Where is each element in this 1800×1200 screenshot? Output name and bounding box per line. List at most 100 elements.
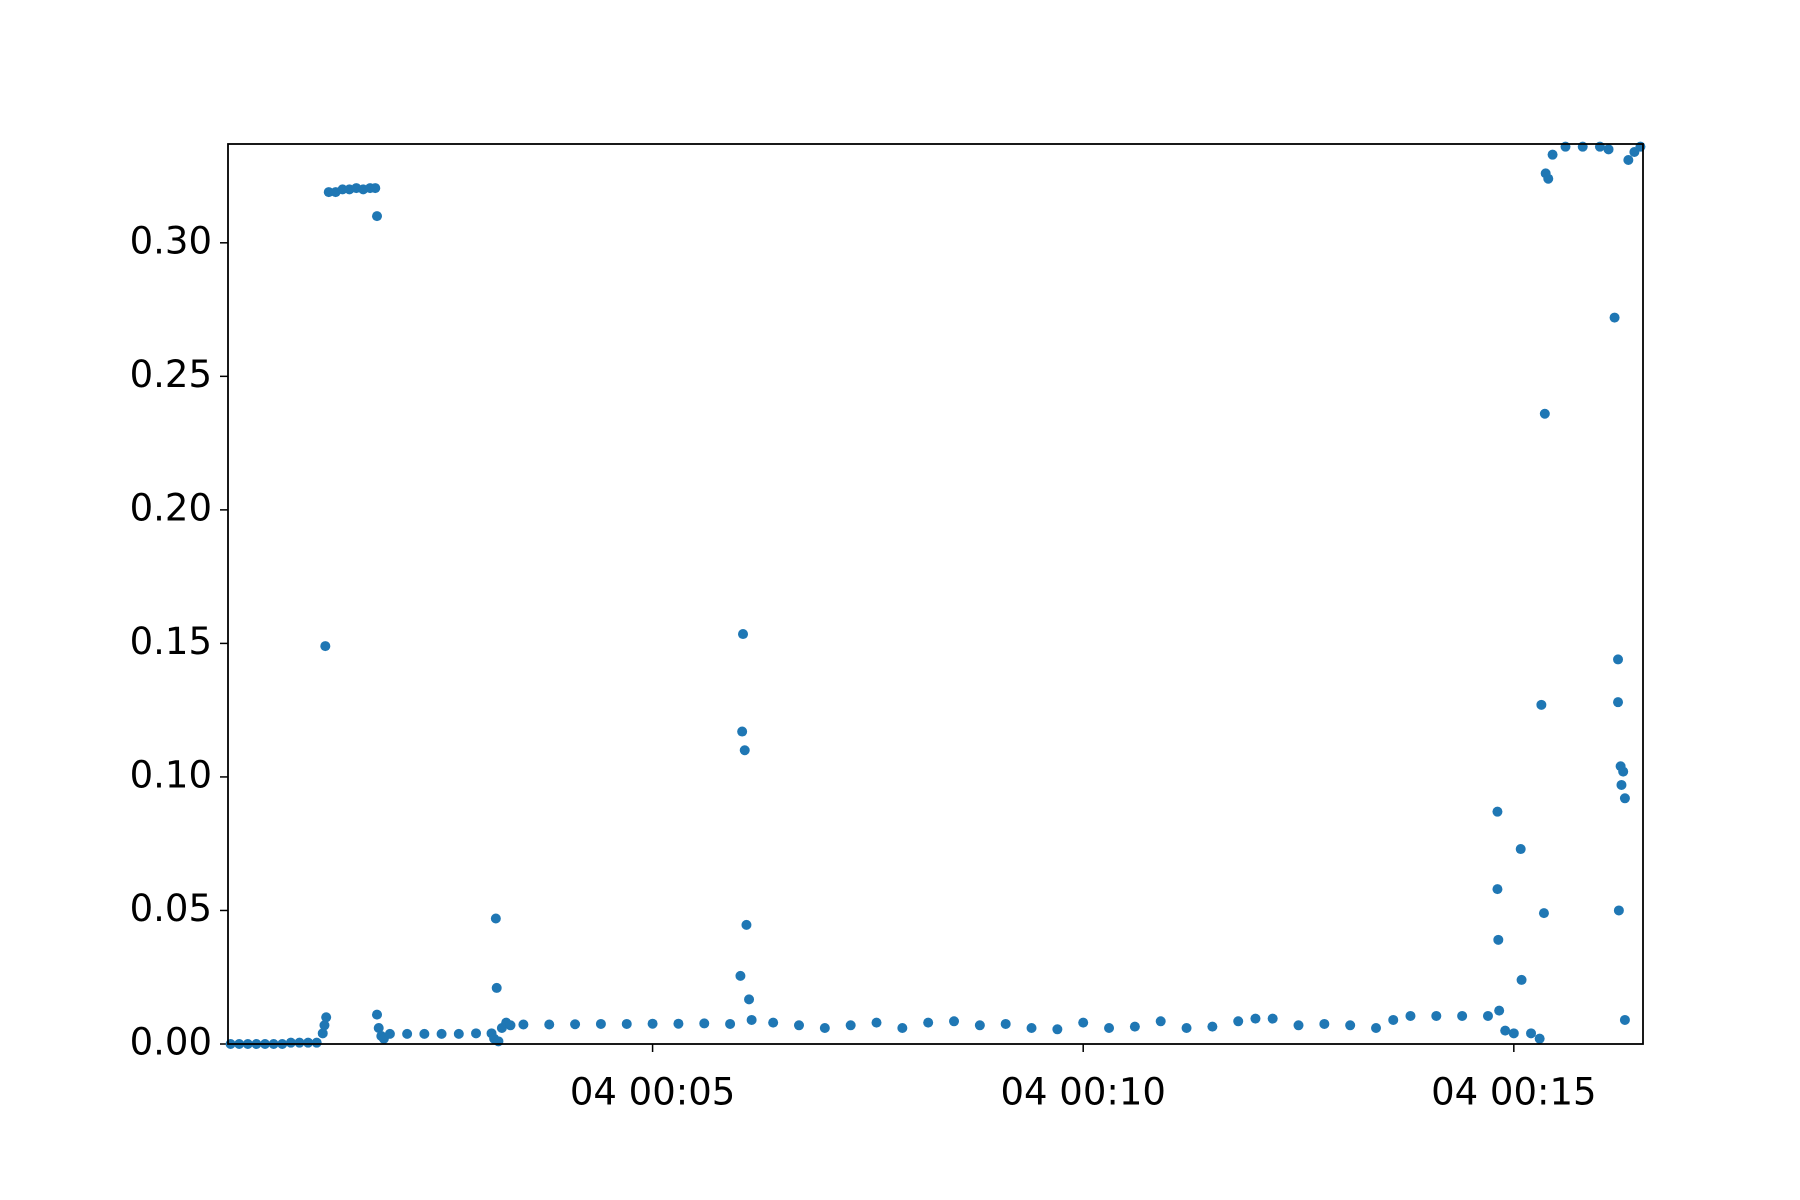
point: [673, 1018, 684, 1029]
point: [1078, 1017, 1089, 1028]
point: [1250, 1013, 1261, 1024]
point: [746, 1014, 757, 1025]
point: [1267, 1013, 1278, 1024]
point: [1371, 1022, 1382, 1033]
point: [699, 1018, 710, 1029]
point: [419, 1028, 430, 1039]
point: [384, 1028, 395, 1039]
point: [1482, 1010, 1493, 1021]
y-tick-label: 0.10: [130, 753, 212, 796]
point: [311, 1037, 322, 1048]
point: [1104, 1022, 1115, 1033]
point: [739, 745, 750, 756]
point: [1538, 908, 1549, 919]
point: [1619, 1014, 1630, 1025]
point: [1613, 905, 1624, 916]
point: [1052, 1024, 1063, 1035]
point: [1609, 312, 1620, 323]
point: [570, 1019, 581, 1030]
point: [744, 994, 755, 1005]
point: [321, 1012, 332, 1023]
point: [1405, 1010, 1416, 1021]
point: [1515, 844, 1526, 855]
y-tick-label: 0.00: [130, 1021, 212, 1064]
point: [1619, 793, 1630, 804]
point: [1431, 1010, 1442, 1021]
point: [949, 1016, 960, 1027]
point: [738, 629, 749, 640]
point: [1616, 779, 1627, 790]
point: [373, 1022, 384, 1033]
point: [768, 1017, 779, 1028]
point: [735, 970, 746, 981]
point: [294, 1037, 305, 1048]
x-tick-label: 04 00:15: [1431, 1071, 1596, 1114]
point: [1613, 697, 1624, 708]
point: [1508, 1028, 1519, 1039]
point: [1000, 1018, 1011, 1029]
point: [819, 1022, 830, 1033]
point: [544, 1019, 555, 1030]
point: [647, 1018, 658, 1029]
point: [1155, 1016, 1166, 1027]
point: [793, 1020, 804, 1031]
point: [1457, 1010, 1468, 1021]
point: [1345, 1020, 1356, 1031]
y-tick-label: 0.05: [130, 887, 212, 930]
point: [1547, 149, 1558, 160]
point: [371, 211, 382, 222]
point: [285, 1037, 296, 1048]
point: [1500, 1025, 1511, 1036]
point: [1492, 806, 1503, 817]
point: [1233, 1016, 1244, 1027]
point: [453, 1028, 464, 1039]
point: [1536, 699, 1547, 710]
point: [1388, 1014, 1399, 1025]
point: [505, 1020, 516, 1031]
point: [621, 1018, 632, 1029]
x-tick-label: 04 00:10: [1000, 1071, 1165, 1114]
point: [1539, 408, 1550, 419]
point: [323, 187, 334, 198]
point: [518, 1019, 529, 1030]
point: [923, 1017, 934, 1028]
point: [436, 1028, 447, 1039]
point: [1492, 884, 1503, 895]
x-tick-label: 04 00:05: [570, 1071, 735, 1114]
point: [845, 1020, 856, 1031]
point: [1207, 1021, 1218, 1032]
y-tick-label: 0.25: [130, 353, 212, 396]
point: [725, 1018, 736, 1029]
point: [402, 1028, 413, 1039]
y-tick-label: 0.30: [130, 219, 212, 262]
plot-frame: [227, 143, 1644, 1045]
point: [1026, 1022, 1037, 1033]
point: [371, 1009, 382, 1020]
y-tick-label: 0.15: [130, 620, 212, 663]
point: [1526, 1028, 1537, 1039]
point: [1534, 1033, 1545, 1044]
point: [974, 1020, 985, 1031]
point: [1516, 974, 1527, 985]
point: [1613, 654, 1624, 665]
point: [337, 184, 348, 195]
y-tick-label: 0.20: [130, 486, 212, 529]
point: [490, 913, 501, 924]
point: [737, 726, 748, 737]
point: [897, 1022, 908, 1033]
point: [370, 183, 381, 194]
point: [1543, 173, 1554, 184]
point: [319, 1020, 330, 1031]
point: [1494, 1005, 1505, 1016]
point: [317, 1028, 328, 1039]
point: [1319, 1018, 1330, 1029]
point: [320, 641, 331, 652]
point: [1603, 144, 1614, 155]
point: [1623, 155, 1634, 166]
point: [1493, 934, 1504, 945]
point: [1181, 1022, 1192, 1033]
point: [871, 1017, 882, 1028]
point: [595, 1018, 606, 1029]
point: [471, 1028, 482, 1039]
